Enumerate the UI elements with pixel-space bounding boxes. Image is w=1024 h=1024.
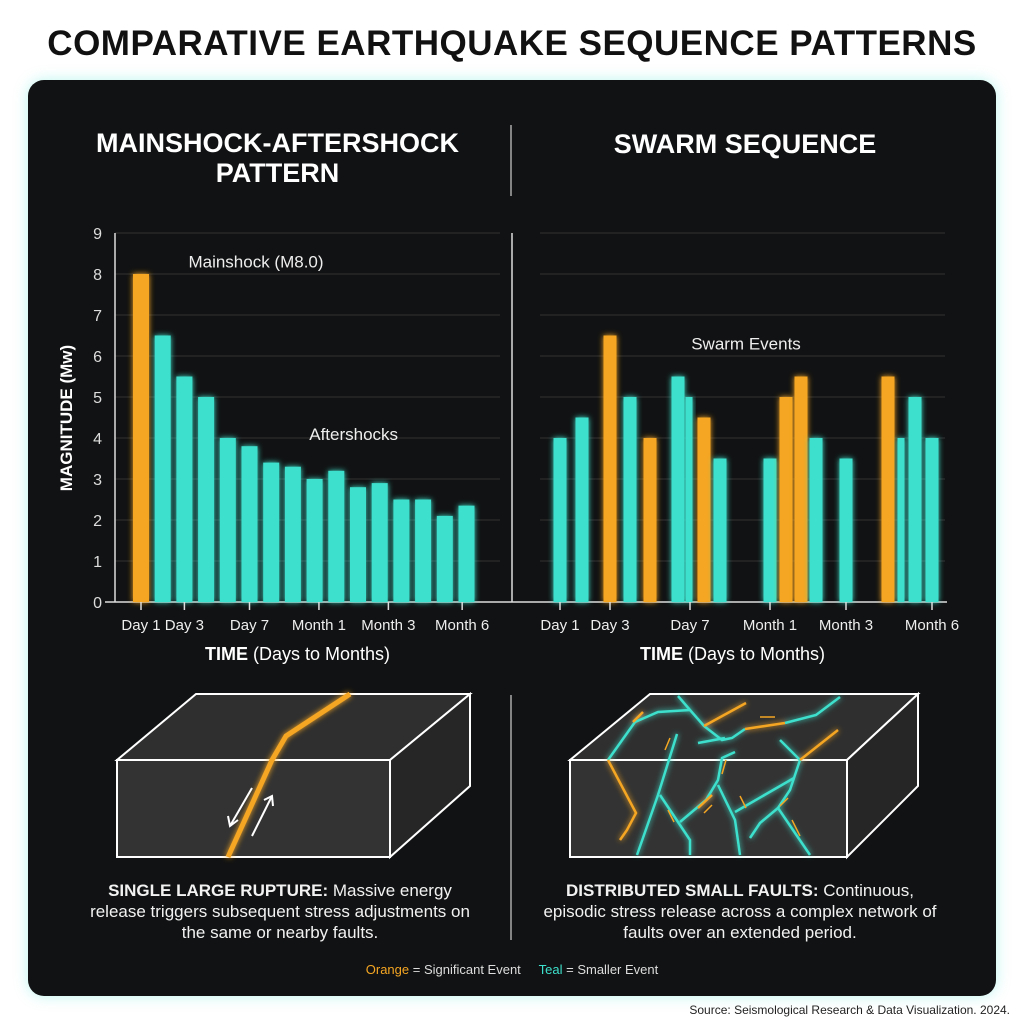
- bar-smaller: [328, 470, 345, 602]
- legend-orange-word: Orange: [365, 962, 410, 977]
- bar-smaller: [623, 397, 637, 602]
- bar-smaller: [436, 515, 453, 602]
- legend-teal-text: = Smaller Event: [566, 962, 659, 977]
- y-tick-label: 9: [93, 226, 102, 243]
- fault-network: [606, 695, 841, 856]
- bar-smaller: [839, 458, 853, 602]
- bar-significant: [697, 417, 711, 602]
- left-heading: MAINSHOCK-AFTERSHOCK PATTERN: [96, 128, 459, 188]
- y-tick-label: 5: [93, 390, 102, 407]
- y-axis-title: MAGNITUDE (Mw): [57, 345, 76, 491]
- rupture-fault-line: [225, 691, 352, 859]
- x-axis-title: TIME (Days to Months): [640, 644, 825, 664]
- bar-smaller: [371, 483, 388, 602]
- bar-smaller: [925, 438, 939, 602]
- x-tick-label: Month 6: [905, 617, 959, 634]
- x-tick-label: Month 1: [292, 617, 346, 634]
- y-tick-label: 4: [93, 431, 102, 448]
- bar-significant: [794, 376, 808, 602]
- single-rupture-block: [114, 691, 473, 860]
- bar-significant: [603, 335, 617, 602]
- y-tick-label: 8: [93, 267, 102, 284]
- right-caption-text: Continuous, episodic stress release acro…: [543, 881, 937, 942]
- x-tick-label: Month 6: [435, 617, 489, 634]
- bar-smaller: [553, 438, 567, 602]
- chart-annotation: Mainshock (M8.0): [188, 253, 323, 272]
- y-tick-label: 2: [93, 513, 102, 530]
- x-tick-label: Day 3: [590, 617, 629, 634]
- x-tick-label: Day 3: [165, 617, 204, 634]
- chart-annotation: Swarm Events: [691, 335, 801, 354]
- page-title: COMPARATIVE EARTHQUAKE SEQUENCE PATTERNS: [47, 24, 977, 63]
- bar-smaller: [198, 397, 215, 602]
- bar-smaller: [458, 505, 475, 602]
- bar-smaller: [908, 397, 922, 602]
- y-tick-label: 1: [93, 554, 102, 571]
- slip-arrows-icon: [227, 787, 274, 837]
- bar-smaller: [685, 397, 693, 602]
- x-tick-label: Month 3: [819, 617, 873, 634]
- bar-significant: [881, 376, 895, 602]
- right-caption: DISTRIBUTED SMALL FAULTS: Continuous, ep…: [540, 880, 940, 943]
- legend-orange-text: = Significant Event: [412, 962, 521, 977]
- chart-annotation: Aftershocks: [309, 425, 398, 444]
- source-note: Source: Seismological Research & Data Vi…: [689, 1003, 1010, 1017]
- bar-smaller: [306, 479, 323, 602]
- distributed-faults-block: [567, 691, 921, 860]
- y-tick-label: 6: [93, 349, 102, 366]
- left-caption-bold: SINGLE LARGE RUPTURE:: [108, 881, 329, 900]
- bar-smaller: [809, 438, 823, 602]
- bar-smaller: [241, 446, 258, 602]
- legend-teal-word: Teal: [538, 962, 563, 977]
- bar-smaller: [176, 376, 193, 602]
- x-tick-label: Day 1: [121, 617, 160, 634]
- bar-smaller: [897, 438, 905, 602]
- slip-arrows-icon: [664, 716, 801, 837]
- right-heading: SWARM SEQUENCE: [613, 129, 877, 159]
- bar-smaller: [763, 458, 777, 602]
- y-tick-label: 3: [93, 472, 102, 489]
- bar-smaller: [393, 499, 410, 602]
- x-tick-label: Day 1: [540, 617, 579, 634]
- bar-smaller: [415, 499, 432, 602]
- bar-smaller: [350, 487, 366, 602]
- legend: Orange = Significant Event Teal = Smalle…: [0, 962, 1024, 977]
- x-axis-title: TIME (Days to Months): [205, 644, 390, 664]
- bar-smaller: [575, 417, 589, 602]
- bar-smaller: [713, 458, 727, 602]
- y-tick-label: 0: [93, 595, 102, 612]
- bar-significant: [779, 397, 793, 602]
- x-tick-label: Day 7: [670, 617, 709, 634]
- bar-smaller: [219, 438, 236, 602]
- x-tick-label: Day 7: [230, 617, 269, 634]
- bar-smaller: [284, 466, 301, 602]
- bar-significant: [643, 438, 657, 602]
- bar-smaller: [154, 335, 171, 602]
- x-tick-label: Month 1: [743, 617, 797, 634]
- y-tick-label: 7: [93, 308, 102, 325]
- right-caption-bold: DISTRIBUTED SMALL FAULTS:: [566, 881, 819, 900]
- bar-significant: [133, 274, 149, 602]
- left-caption-text: Massive energy release triggers subseque…: [90, 881, 470, 942]
- x-tick-label: Month 3: [361, 617, 415, 634]
- left-caption: SINGLE LARGE RUPTURE: Massive energy rel…: [80, 880, 480, 943]
- bar-smaller: [671, 376, 685, 602]
- bar-smaller: [263, 462, 280, 602]
